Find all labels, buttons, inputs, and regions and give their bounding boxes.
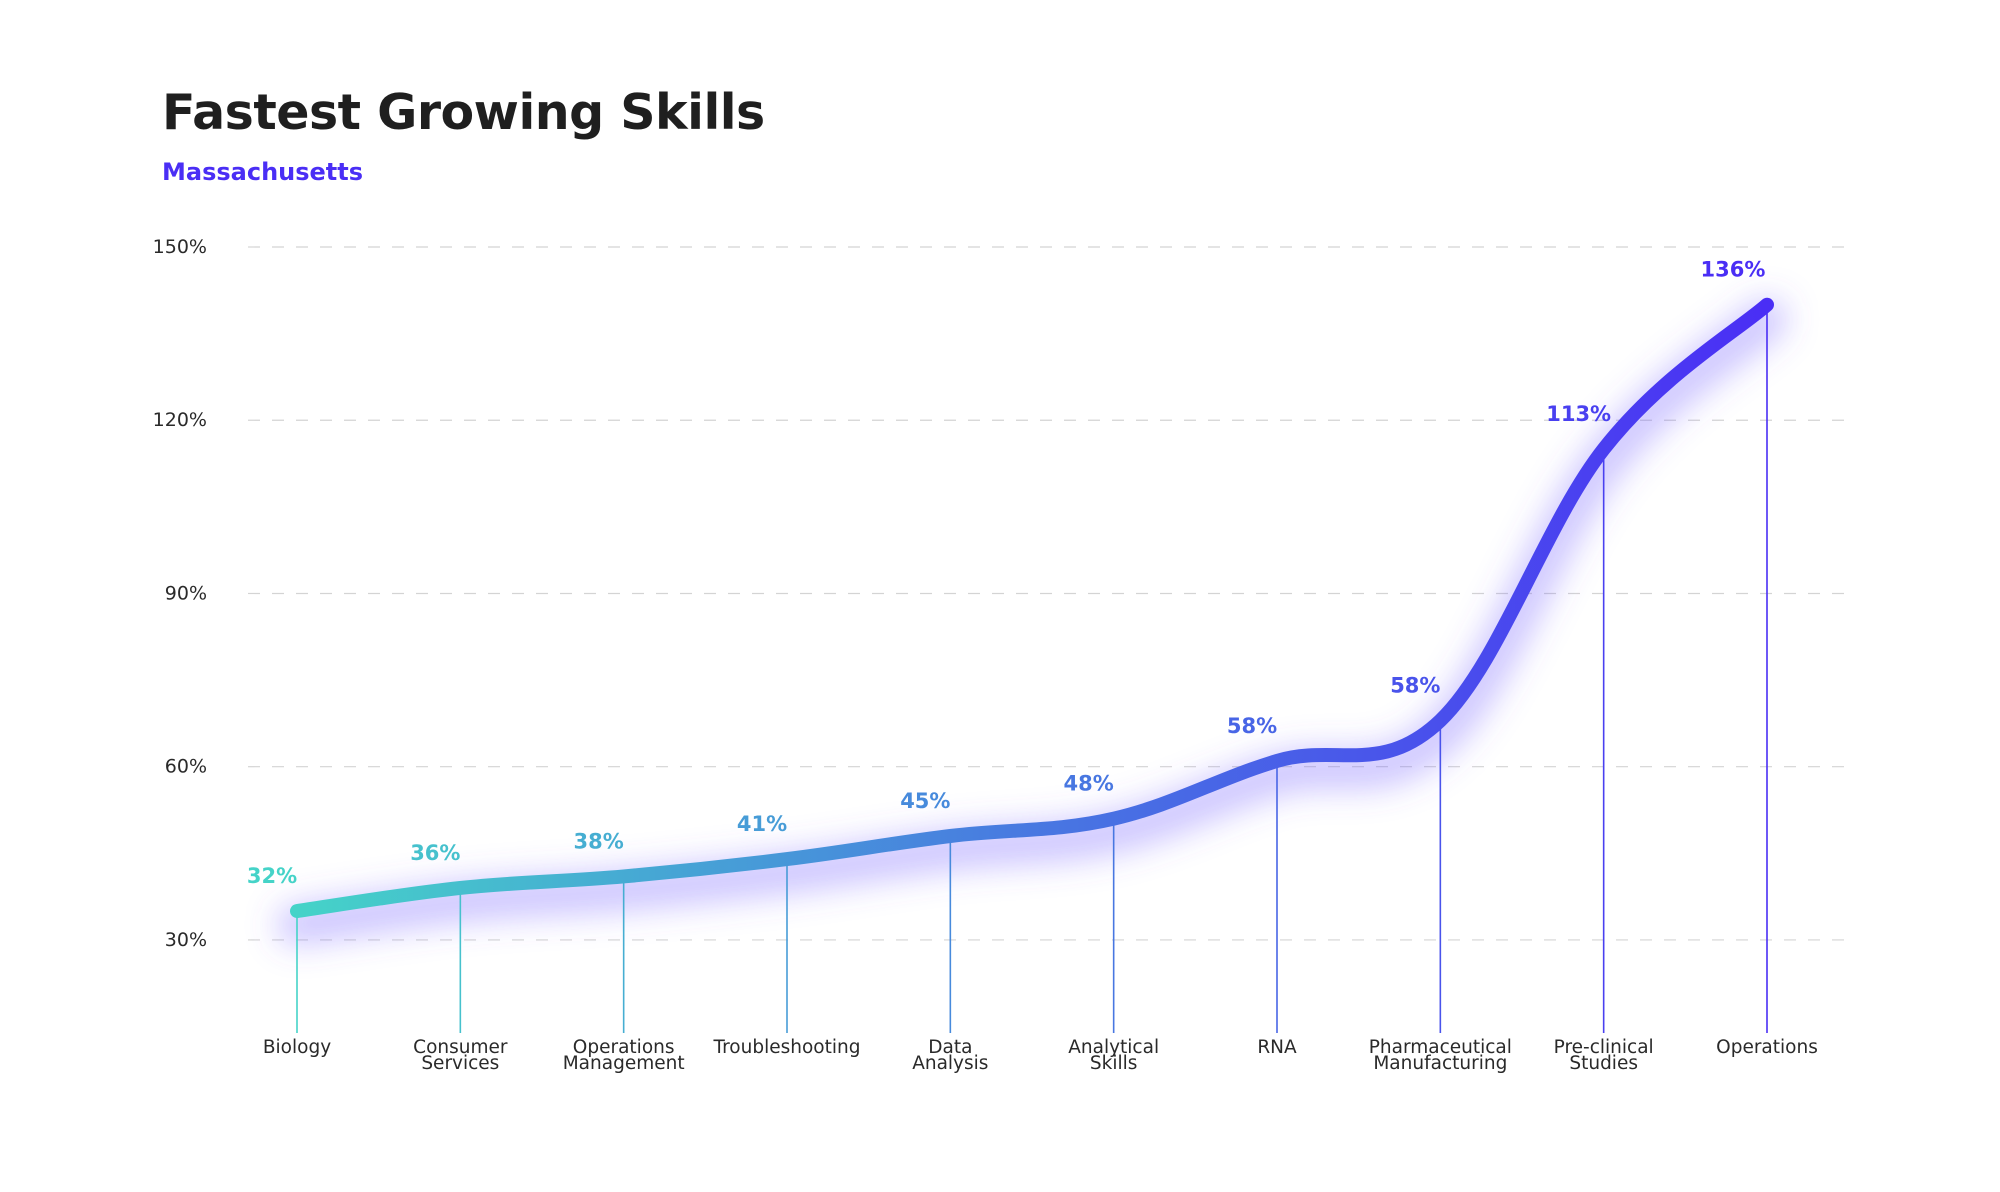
- x-axis-ticks: Biology Consumer Services Operations Managem…: [263, 1037, 1818, 1074]
- x-tick-label: Troubleshooting: [713, 1037, 861, 1058]
- x-tick-label: Biology: [263, 1037, 331, 1058]
- y-tick-label: 60%: [165, 756, 207, 778]
- y-tick-label: 30%: [165, 929, 207, 951]
- data-label: 136%: [1701, 258, 1766, 282]
- chart-subtitle: Massachusetts: [162, 158, 364, 186]
- x-tick-label: Consumer Services: [413, 1037, 508, 1074]
- x-tick-label: Pre-clinical Studies: [1554, 1037, 1654, 1074]
- y-axis-ticks: 30% 60% 90% 120% 150%: [153, 236, 207, 951]
- x-tick-label: Operations: [1716, 1037, 1818, 1058]
- y-tick-label: 90%: [165, 582, 207, 604]
- x-tick-label: Analytical Skills: [1068, 1037, 1159, 1074]
- data-label: 48%: [1064, 772, 1114, 796]
- gridlines: [248, 246, 1853, 941]
- data-label: 32%: [247, 864, 297, 888]
- data-label: 113%: [1546, 402, 1611, 426]
- drop-lines: [296, 304, 1768, 1033]
- data-labels: 32% 36% 38% 41% 45% 48% 58% 58% 113% 136%: [247, 258, 1766, 888]
- y-tick-label: 120%: [153, 409, 207, 431]
- series-line-path: [290, 297, 1774, 919]
- y-tick-label: 150%: [153, 236, 207, 258]
- chart-title: Fastest Growing Skills: [162, 84, 765, 141]
- data-label: 38%: [574, 829, 624, 853]
- x-tick-label: Data Analysis: [912, 1037, 988, 1074]
- data-label: 58%: [1390, 674, 1440, 698]
- x-tick-label: RNA: [1257, 1037, 1297, 1058]
- x-tick-label: Operations Management: [563, 1037, 685, 1074]
- data-label: 36%: [410, 841, 460, 865]
- series-line: [290, 297, 1774, 919]
- data-label: 58%: [1227, 714, 1277, 738]
- data-label: 41%: [737, 812, 787, 836]
- x-tick-label: Pharmaceutical Manufacturing: [1369, 1037, 1512, 1074]
- data-label: 45%: [900, 789, 950, 813]
